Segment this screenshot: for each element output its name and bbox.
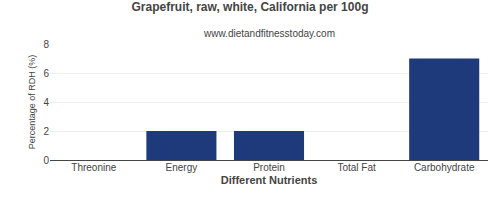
svg-text:www.dietandfitnesstoday.com: www.dietandfitnesstoday.com — [203, 28, 335, 39]
svg-text:0: 0 — [43, 155, 49, 166]
svg-text:Threonine: Threonine — [71, 162, 116, 173]
svg-text:2: 2 — [43, 126, 49, 137]
svg-text:Protein: Protein — [253, 162, 285, 173]
svg-text:Energy: Energy — [166, 162, 198, 173]
svg-text:Grapefruit, raw, white, Califo: Grapefruit, raw, white, California per 1… — [132, 0, 369, 14]
svg-text:Percentage of RDH (%): Percentage of RDH (%) — [27, 55, 37, 150]
svg-text:6: 6 — [43, 68, 49, 79]
svg-text:Carbohydrate: Carbohydrate — [414, 162, 475, 173]
svg-text:4: 4 — [43, 97, 49, 108]
svg-text:Total Fat: Total Fat — [337, 162, 376, 173]
svg-text:Different Nutrients: Different Nutrients — [221, 174, 318, 186]
svg-text:8: 8 — [43, 39, 49, 50]
